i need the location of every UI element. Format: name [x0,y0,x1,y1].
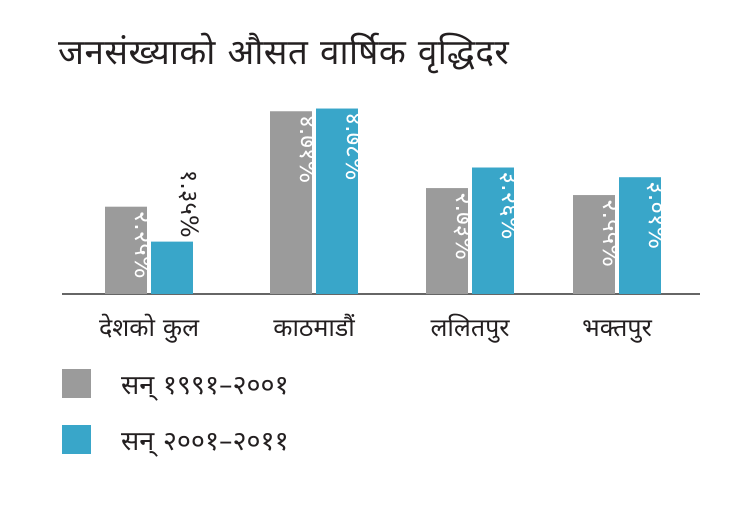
bar-3-series-0 [573,195,615,294]
bar-2-series-1 [472,167,514,294]
bar-1-series-1 [316,108,358,294]
data-label-0-series-1: १.३५% [175,170,203,238]
chart-title: जनसंख्याको औसत वार्षिक वृद्धिदर [58,33,510,73]
bar-0-series-0 [105,206,147,294]
legend-swatch-2001-2011 [62,424,91,454]
legend-label-2001-2011: सन् २००१–२०११ [121,425,289,457]
bar-1-series-0 [270,111,312,294]
bar-2-series-0 [426,188,468,294]
legend-swatch-1991-2001 [62,368,91,398]
data-label-3-series-1: ३.०१% [643,181,671,249]
bar-3-series-1 [619,177,661,294]
legend-item-2001-2011: सन् २००१–२०११ [62,424,289,457]
legend-item-1991-2001: सन् १९९१–२००१ [62,368,289,401]
category-label-2: ललितपुर [430,313,510,343]
category-label-1: काठमाडौं [273,313,355,342]
category-label-3: भक्तपुर [582,313,652,343]
data-label-2-series-1: ३.२६% [496,172,524,240]
category-label-0: देशको कुल [99,313,200,343]
data-label-1-series-1: ४.७८% [340,113,368,181]
legend-label-1991-2001: सन् १९९१–२००१ [121,369,289,401]
legend: सन् १९९१–२००१ सन् २००१–२०११ [62,368,289,480]
bar-0-series-1 [151,241,193,294]
bar-chart: २.२५%१.३५%देशको कुल४.७१% ४.७८%काठमाडौं२.७… [62,108,700,343]
